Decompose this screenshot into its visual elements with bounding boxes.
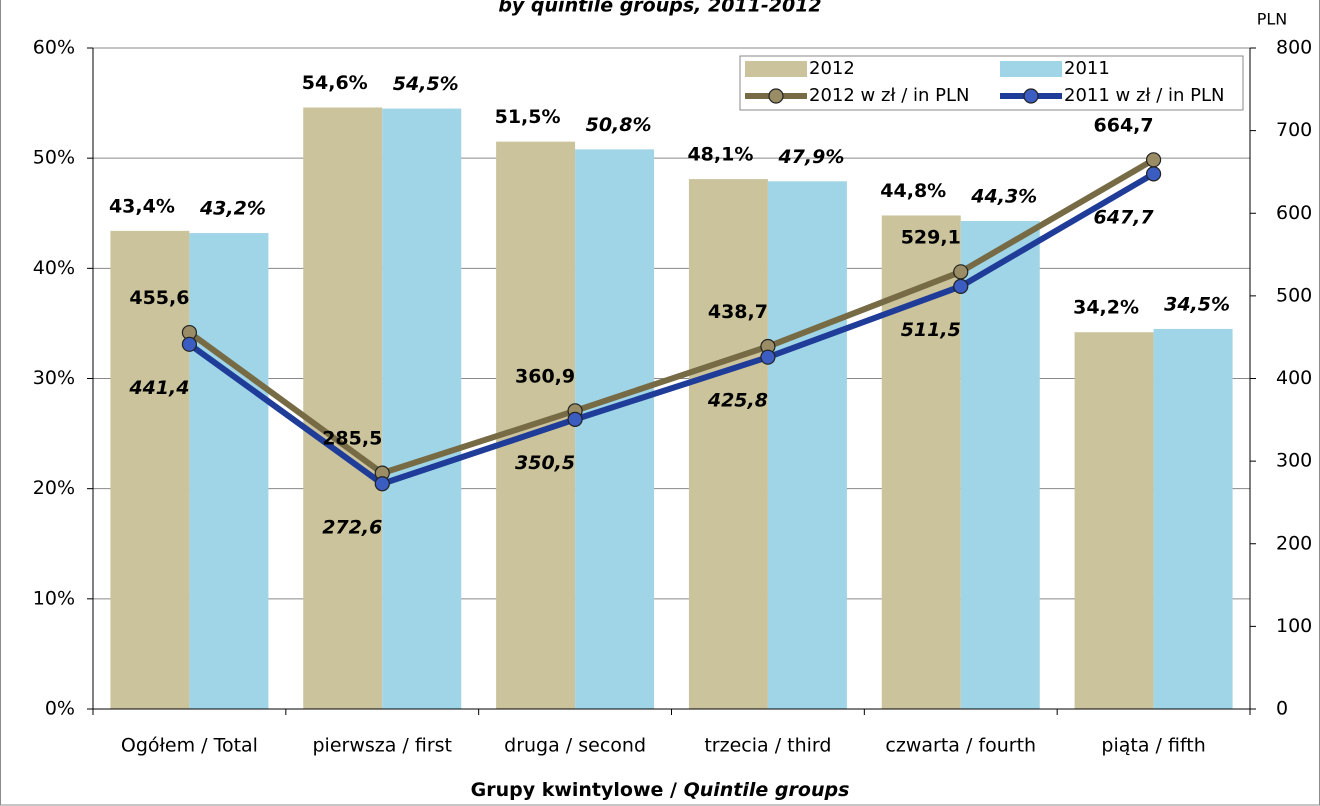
x-tick-label: Ogółem / Total [121, 735, 258, 757]
legend-swatch [745, 61, 807, 77]
y2-tick-label: 100 [1276, 615, 1312, 637]
bar [189, 233, 269, 709]
y2-tick-label: 300 [1276, 450, 1312, 472]
line-value-label: 272,6 [322, 516, 382, 538]
bar-value-label: 44,8% [880, 180, 946, 202]
y-tick-label: 0% [45, 698, 75, 720]
y2-tick-label: 500 [1276, 284, 1312, 306]
line-value-label: 455,6 [129, 287, 189, 309]
x-tick-label: piąta / fifth [1101, 735, 1205, 757]
bar [303, 107, 383, 710]
y2-axis-title: PLN [1257, 10, 1288, 29]
line-marker [953, 278, 969, 294]
line-value-label: 360,9 [515, 365, 575, 387]
y-tick-label: 30% [33, 367, 75, 389]
line-marker [374, 476, 390, 492]
bar-value-label: 43,2% [199, 198, 266, 220]
line-marker [567, 411, 583, 427]
line-value-label: 529,1 [901, 226, 961, 248]
legend-swatch [1000, 61, 1062, 77]
x-axis-title: Grupy kwintylowe / Quintile groups [471, 779, 850, 801]
bar [382, 108, 462, 709]
bar [688, 179, 768, 709]
line [187, 157, 1156, 477]
bar [1074, 332, 1154, 709]
y2-tick-label: 600 [1276, 202, 1312, 224]
line-value-label: 647,7 [1094, 206, 1155, 228]
y2-tick-label: 800 [1276, 37, 1312, 59]
bar-value-label: 34,2% [1073, 297, 1139, 319]
bar [575, 149, 655, 709]
legend-marker [768, 88, 784, 104]
line-marker [953, 264, 969, 280]
bar-value-label: 47,9% [777, 146, 844, 168]
x-axis-title-main: Grupy kwintylowe / [471, 779, 677, 801]
line-marker [1145, 166, 1162, 182]
line [187, 171, 1156, 487]
x-axis-title-italic: Quintile groups [684, 779, 850, 801]
bar-value-label: 54,6% [302, 72, 368, 94]
y2-tick-label: 0 [1276, 698, 1288, 720]
bar-value-label: 48,1% [687, 144, 753, 166]
bar-value-label: 54,5% [393, 73, 459, 95]
y2-tick-label: 700 [1276, 119, 1312, 141]
y-tick-label: 60% [33, 37, 75, 59]
line-marker [181, 336, 198, 352]
line-value-label: 350,5 [515, 452, 575, 474]
bar [1153, 328, 1233, 709]
bar-value-label: 44,3% [970, 185, 1037, 207]
legend-box [739, 55, 1244, 111]
legend-label: 2011 w zł / in PLN [1064, 85, 1225, 106]
legend-label: 2012 w zł / in PLN [809, 85, 970, 106]
line-marker [760, 349, 776, 365]
bar-value-label: 50,8% [586, 114, 652, 136]
x-tick-label: pierwsza / first [312, 735, 452, 757]
y-tick-label: 50% [33, 147, 75, 169]
x-tick-label: trzecia / third [704, 735, 831, 757]
bar-value-label: 34,5% [1164, 293, 1230, 315]
bar-value-label: 43,4% [109, 195, 175, 217]
y-tick-label: 40% [33, 257, 75, 279]
y2-tick-label: 200 [1276, 532, 1312, 554]
x-tick-label: czwarta / fourth [885, 735, 1036, 757]
line-value-label: 664,7 [1094, 114, 1154, 136]
bar [110, 230, 190, 710]
y2-tick-label: 400 [1276, 367, 1312, 389]
line-value-label: 425,8 [707, 390, 768, 412]
x-tick-label: druga / second [504, 735, 646, 757]
y-tick-label: 20% [33, 477, 75, 499]
y-tick-label: 10% [33, 587, 75, 609]
bar [767, 181, 847, 710]
line-value-label: 441,4 [128, 377, 189, 399]
legend-marker [1023, 88, 1039, 104]
bar-value-label: 51,5% [495, 106, 561, 128]
legend-label: 2012 [809, 58, 855, 79]
legend-label: 2011 [1064, 58, 1110, 79]
line-marker [1145, 152, 1162, 168]
line-value-label: 511,5 [901, 319, 961, 341]
bar [960, 220, 1040, 709]
line-value-label: 285,5 [322, 428, 382, 450]
chart-subtitle: by quintile groups, 2011-2012 [498, 0, 821, 17]
line-value-label: 438,7 [708, 301, 768, 323]
